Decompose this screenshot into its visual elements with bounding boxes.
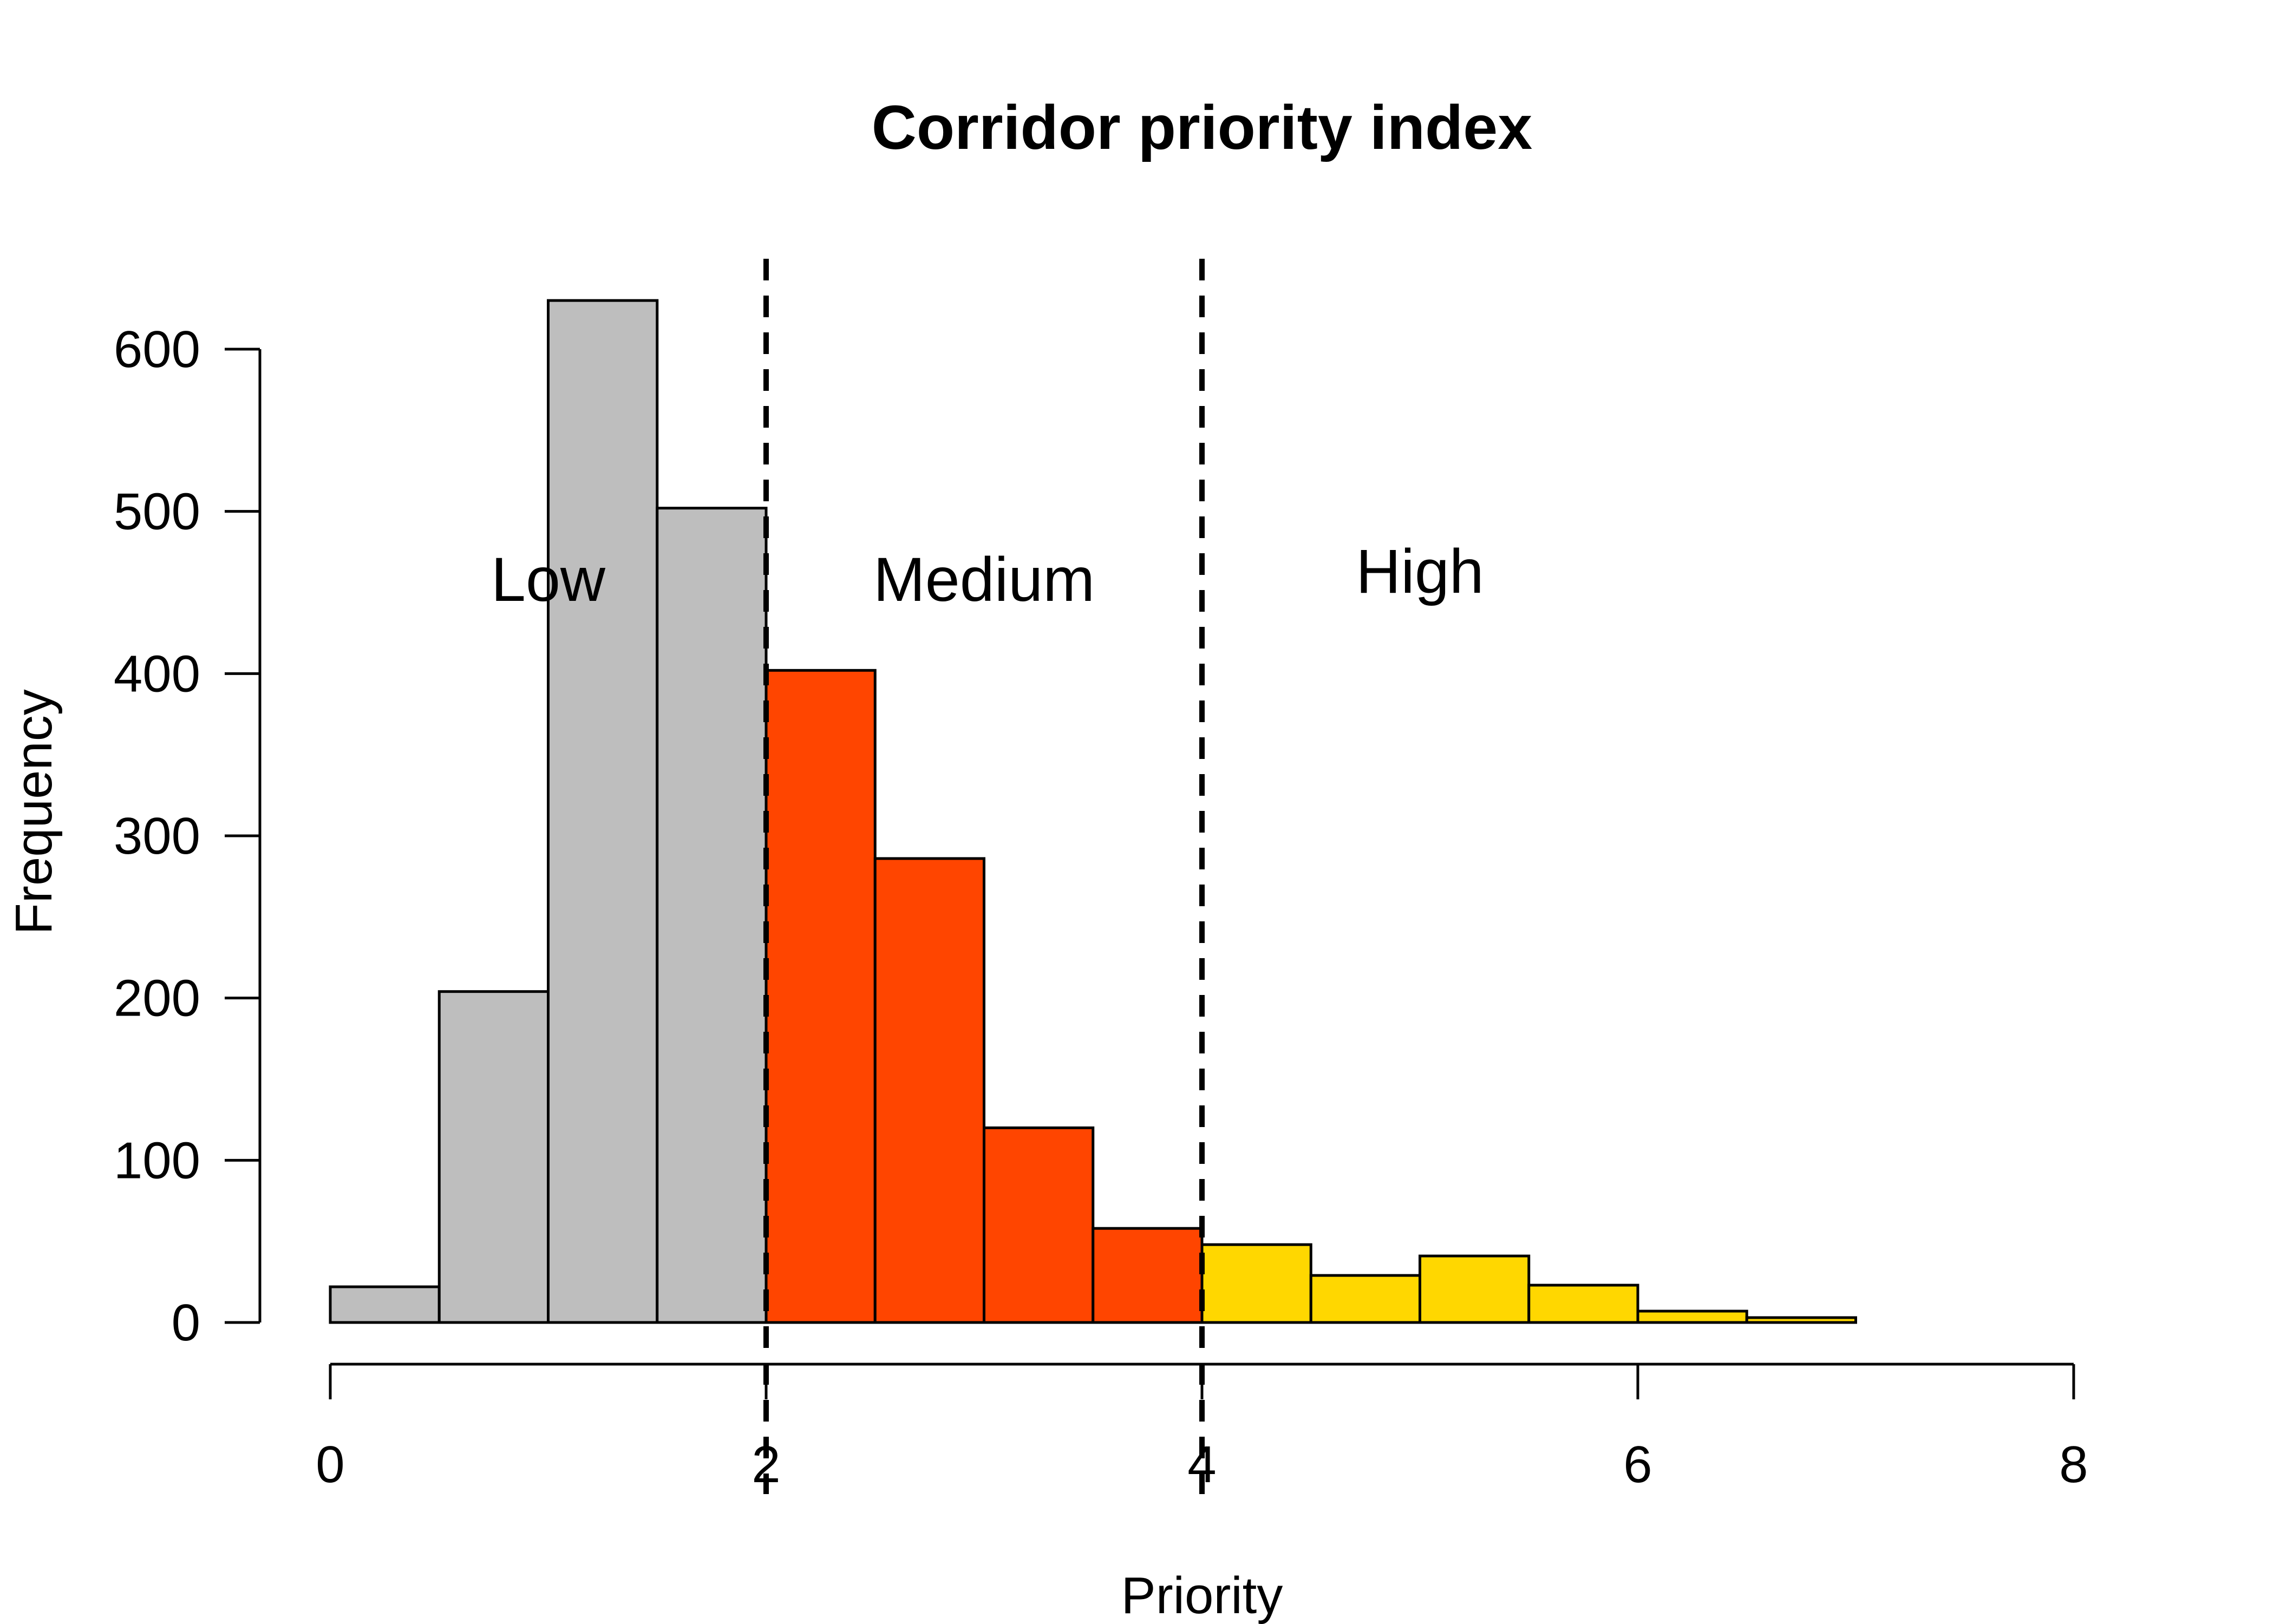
chart-title: Corridor priority index (872, 93, 1532, 162)
y-tick-label-2: 200 (114, 970, 200, 1027)
plot-layer (329, 299, 1857, 1324)
histogram-bar-5 (873, 857, 985, 1324)
band-label-layer: Low Medium High (491, 537, 1484, 614)
y-axis-title: Frequency (5, 689, 63, 935)
histogram-bar-1 (437, 990, 550, 1324)
histogram-bar-6 (983, 1126, 1095, 1324)
y-tick-label-0: 0 (172, 1294, 200, 1352)
histogram-bar-0 (329, 1285, 441, 1324)
y-tick-label-4: 400 (114, 645, 200, 703)
y-tick-label-6: 600 (114, 320, 200, 378)
histogram-bar-2 (547, 299, 659, 1324)
histogram-bar-8 (1200, 1243, 1312, 1324)
x-tick-label-1: 2 (752, 1436, 780, 1494)
x-tick-label-2: 4 (1187, 1436, 1216, 1494)
histogram-bar-12 (1636, 1309, 1748, 1324)
x-tick-label-0: 0 (316, 1436, 344, 1494)
histogram-bar-3 (656, 507, 768, 1324)
band-label-medium: Medium (873, 545, 1095, 614)
histogram-bar-4 (764, 669, 877, 1324)
band-label-high: High (1356, 537, 1484, 606)
histogram-bar-7 (1092, 1227, 1204, 1324)
x-axis-title: Priority (1121, 1567, 1283, 1624)
histogram-bar-13 (1745, 1316, 1857, 1324)
y-tick-label-1: 100 (114, 1131, 200, 1189)
y-axis: 0 100 200 300 400 500 600 (114, 320, 262, 1352)
histogram-bar-9 (1309, 1274, 1421, 1324)
y-tick-label-3: 300 (114, 807, 200, 865)
x-axis: 0 2 4 6 8 (316, 1363, 2088, 1494)
histogram-bar-10 (1419, 1254, 1531, 1324)
x-tick-label-3: 6 (1623, 1436, 1652, 1494)
band-label-low: Low (491, 545, 606, 614)
y-tick-label-5: 500 (114, 483, 200, 541)
histogram-bar-11 (1527, 1284, 1639, 1324)
x-tick-label-4: 8 (2059, 1436, 2088, 1494)
